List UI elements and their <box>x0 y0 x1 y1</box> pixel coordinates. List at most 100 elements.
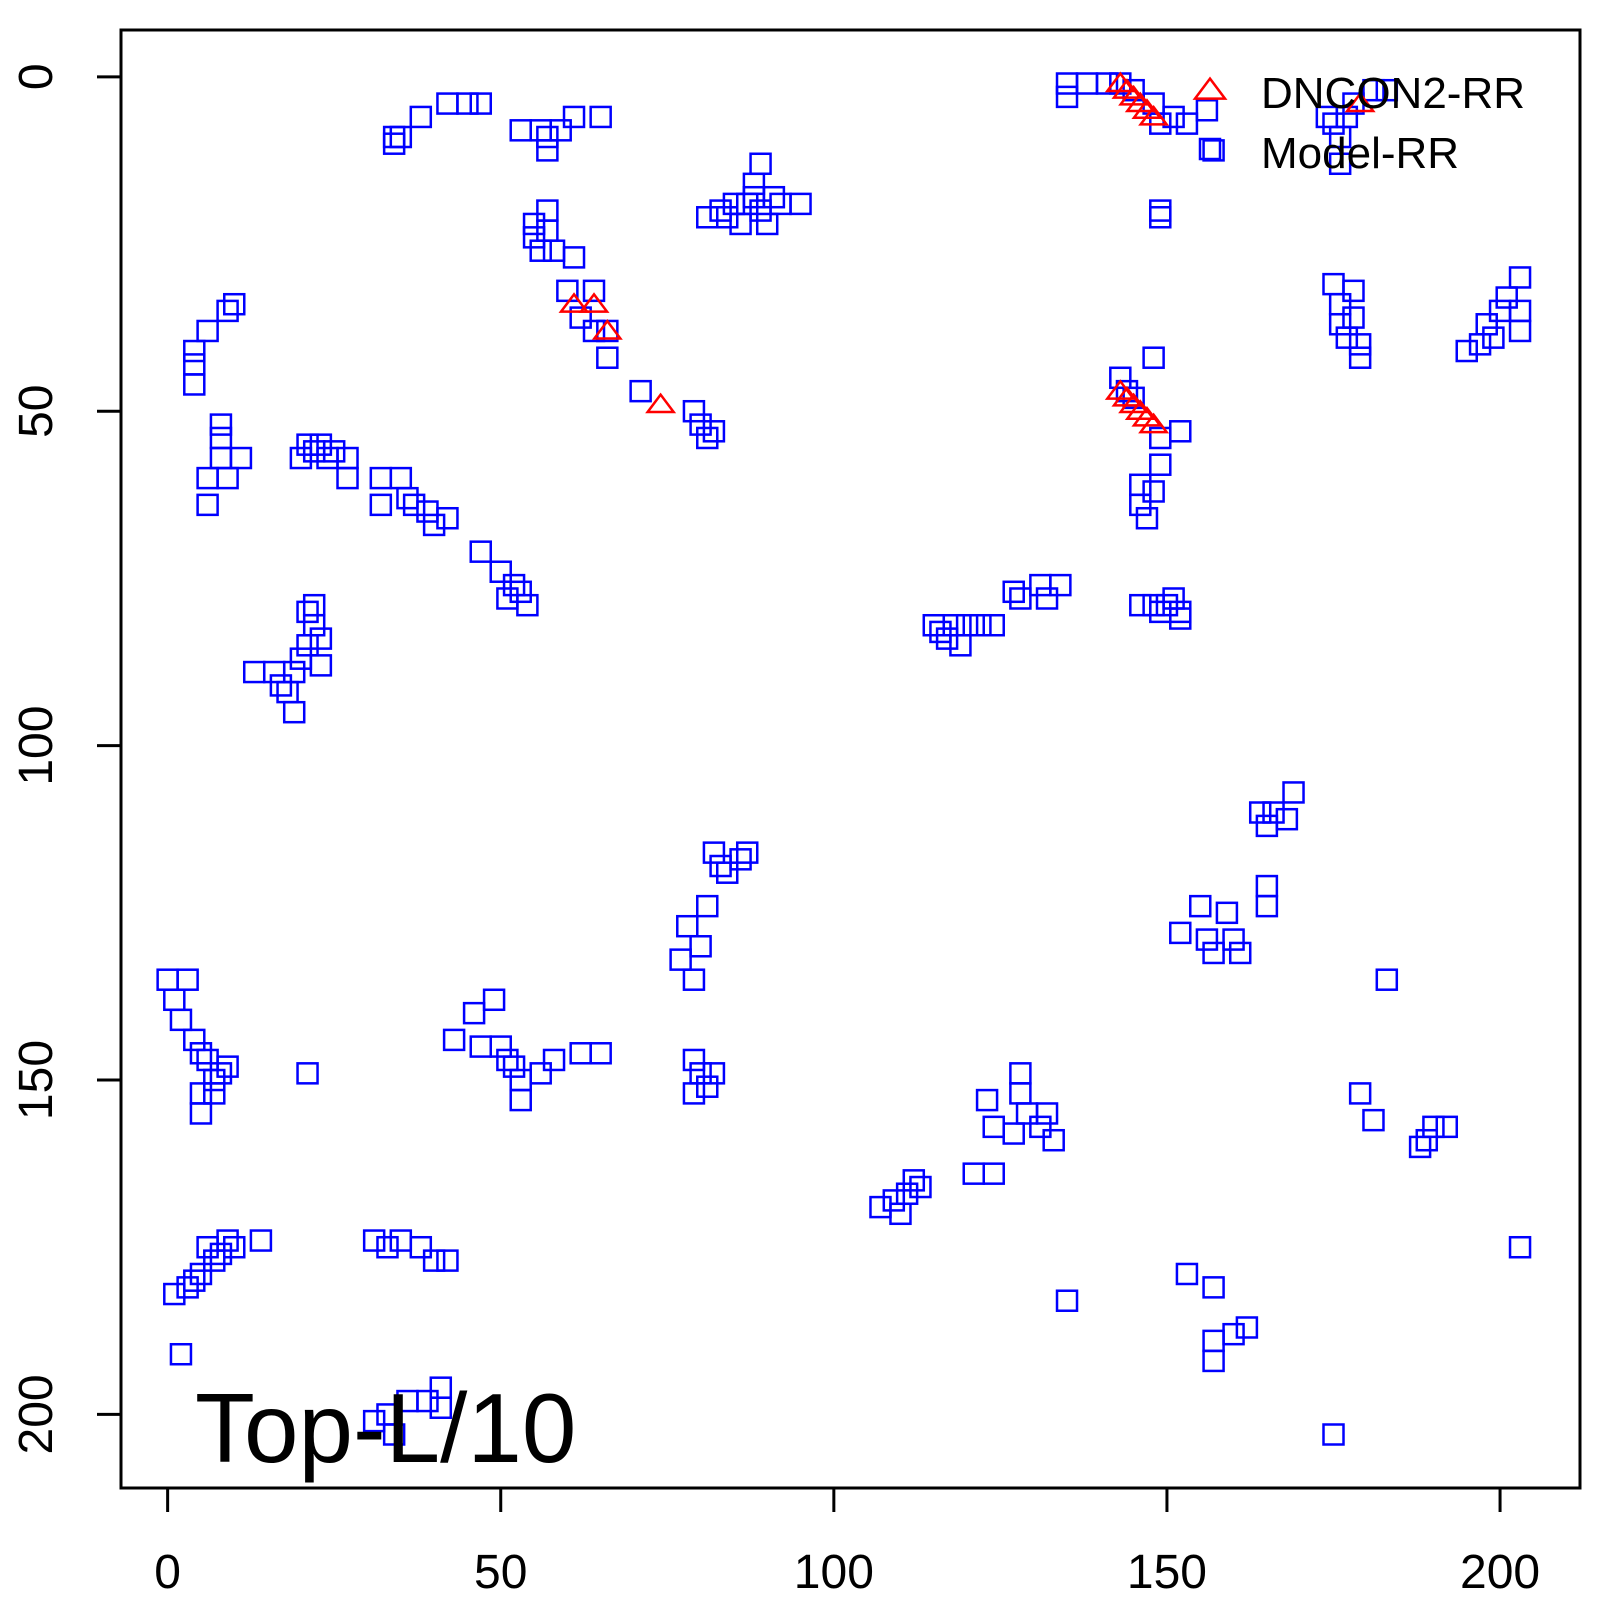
model-rr-point <box>409 1235 433 1259</box>
model-rr-point <box>496 587 519 610</box>
model-rr-point <box>1142 346 1165 369</box>
model-rr-point <box>522 212 546 236</box>
model-rr-point <box>1149 199 1172 222</box>
model-rr-point <box>702 841 726 864</box>
model-rr-point <box>216 1229 239 1252</box>
model-rr-point <box>1202 941 1225 965</box>
model-rr-point <box>582 319 606 343</box>
y-axis: 0 50 100 150 200 <box>10 63 123 1454</box>
model-rr-point <box>749 199 772 222</box>
model-rr-point <box>436 1249 459 1272</box>
model-rr-point <box>1282 781 1305 804</box>
model-rr-point <box>1375 968 1399 991</box>
model-rr-point <box>969 613 992 637</box>
model-rr-point <box>1322 1423 1345 1446</box>
model-rr-point <box>689 935 712 958</box>
model-rr-point <box>1029 1115 1052 1139</box>
model-rr-point <box>216 466 239 490</box>
model-rr-point <box>1042 1128 1065 1152</box>
model-rr-point <box>1029 573 1052 597</box>
plot-frame <box>119 28 1582 1490</box>
model-rr-point <box>536 125 559 149</box>
model-rr-point <box>183 353 206 376</box>
model-rr-point <box>689 1062 712 1085</box>
model-rr-point <box>1468 333 1492 356</box>
model-rr-point <box>1049 573 1072 597</box>
model-rr-point <box>709 854 732 878</box>
model-rr-point <box>209 1062 233 1085</box>
model-rr-point <box>1002 1122 1025 1145</box>
model-rr-point <box>629 379 652 403</box>
model-rr-point <box>1508 266 1532 289</box>
model-rr-point <box>902 1169 926 1192</box>
model-rr-point <box>422 1249 446 1272</box>
model-rr-point <box>696 206 719 229</box>
model-rr-point <box>696 894 719 918</box>
model-rr-point <box>189 1262 213 1286</box>
model-rr-point <box>1162 587 1185 610</box>
model-rr-point <box>376 1235 399 1259</box>
model-rr-point <box>562 246 586 269</box>
model-rr-point <box>296 634 319 657</box>
model-rr-point <box>1109 366 1132 390</box>
model-rr-point <box>316 446 339 470</box>
model-rr-series <box>156 72 1532 1446</box>
model-rr-point <box>216 1055 239 1078</box>
model-rr-point <box>469 1035 493 1058</box>
model-rr-point <box>1228 941 1252 965</box>
model-rr-point <box>962 1162 985 1185</box>
model-rr-point <box>402 493 426 517</box>
model-rr-point <box>1195 928 1219 951</box>
model-rr-point <box>542 1048 566 1072</box>
model-rr-point <box>949 634 972 657</box>
model-rr-point <box>589 1042 612 1065</box>
model-rr-point <box>223 292 246 316</box>
model-rr-point <box>529 1062 552 1085</box>
legend-label-model-rr: Model-RR <box>1261 129 1459 178</box>
model-rr-point <box>183 1269 206 1292</box>
model-rr-point <box>489 560 512 583</box>
model-rr-point <box>909 1175 932 1199</box>
model-rr-point <box>196 1048 219 1072</box>
model-rr-point <box>596 346 619 369</box>
model-rr-point <box>682 968 706 991</box>
model-rr-point <box>1362 1108 1385 1132</box>
model-rr-point <box>209 426 233 450</box>
model-rr-point <box>1175 1262 1199 1286</box>
model-rr-point <box>462 1001 486 1025</box>
model-rr-point <box>242 660 266 684</box>
model-rr-point <box>922 613 946 637</box>
dncon2-rr-point <box>558 292 590 313</box>
model-rr-point <box>196 466 219 490</box>
model-rr-point <box>382 1423 406 1446</box>
model-rr-point <box>203 1249 226 1272</box>
model-rr-point <box>309 627 333 650</box>
dncon2-rr-point <box>591 319 623 340</box>
model-rr-point <box>1155 593 1179 617</box>
model-rr-point <box>1322 112 1345 135</box>
model-rr-point <box>269 674 293 697</box>
x-tick-label: 0 <box>154 1546 181 1599</box>
model-rr-point <box>1495 286 1518 309</box>
model-rr-point <box>1222 1322 1245 1346</box>
legend: DNCON2-RR Model-RR <box>1192 69 1525 178</box>
x-tick-label: 200 <box>1460 1546 1540 1599</box>
model-rr-point <box>409 105 433 129</box>
model-rr-point <box>582 279 606 303</box>
model-rr-point <box>322 440 346 463</box>
model-rr-point <box>556 279 579 303</box>
model-rr-point <box>709 199 732 222</box>
model-rr-point <box>516 593 539 617</box>
model-rr-point <box>176 1276 199 1299</box>
model-rr-point <box>696 1075 719 1098</box>
model-rr-point <box>502 573 526 597</box>
model-rr-point <box>702 1062 726 1085</box>
model-rr-point <box>1202 1349 1225 1373</box>
model-rr-point <box>183 339 206 363</box>
model-rr-point <box>1508 1235 1532 1259</box>
model-rr-point <box>1142 480 1165 503</box>
model-rr-point <box>1328 152 1352 176</box>
model-rr-point <box>309 654 333 677</box>
model-rr-point <box>1335 326 1359 349</box>
model-rr-point <box>282 700 306 724</box>
